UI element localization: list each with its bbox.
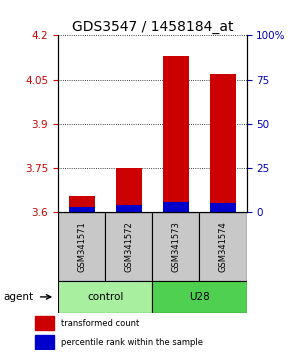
Text: control: control xyxy=(87,292,123,302)
Bar xyxy=(152,281,246,313)
Bar xyxy=(163,202,189,212)
Bar xyxy=(105,212,152,281)
Bar xyxy=(116,168,142,212)
Title: GDS3547 / 1458184_at: GDS3547 / 1458184_at xyxy=(72,21,233,34)
Bar xyxy=(69,206,95,212)
Bar xyxy=(210,74,236,212)
Bar xyxy=(200,212,246,281)
Text: GSM341572: GSM341572 xyxy=(124,221,133,272)
Text: GSM341573: GSM341573 xyxy=(171,221,180,272)
Bar xyxy=(152,212,200,281)
Bar xyxy=(116,205,142,212)
Bar xyxy=(210,203,236,212)
Bar xyxy=(69,196,95,212)
Bar xyxy=(58,212,105,281)
Bar xyxy=(35,316,54,330)
Bar xyxy=(163,56,189,212)
Bar xyxy=(58,281,152,313)
Text: agent: agent xyxy=(3,292,33,302)
Text: U28: U28 xyxy=(189,292,210,302)
Text: percentile rank within the sample: percentile rank within the sample xyxy=(61,338,204,347)
Text: GSM341574: GSM341574 xyxy=(218,221,227,272)
Text: GSM341571: GSM341571 xyxy=(77,221,86,272)
Bar xyxy=(35,335,54,349)
Text: transformed count: transformed count xyxy=(61,319,140,328)
